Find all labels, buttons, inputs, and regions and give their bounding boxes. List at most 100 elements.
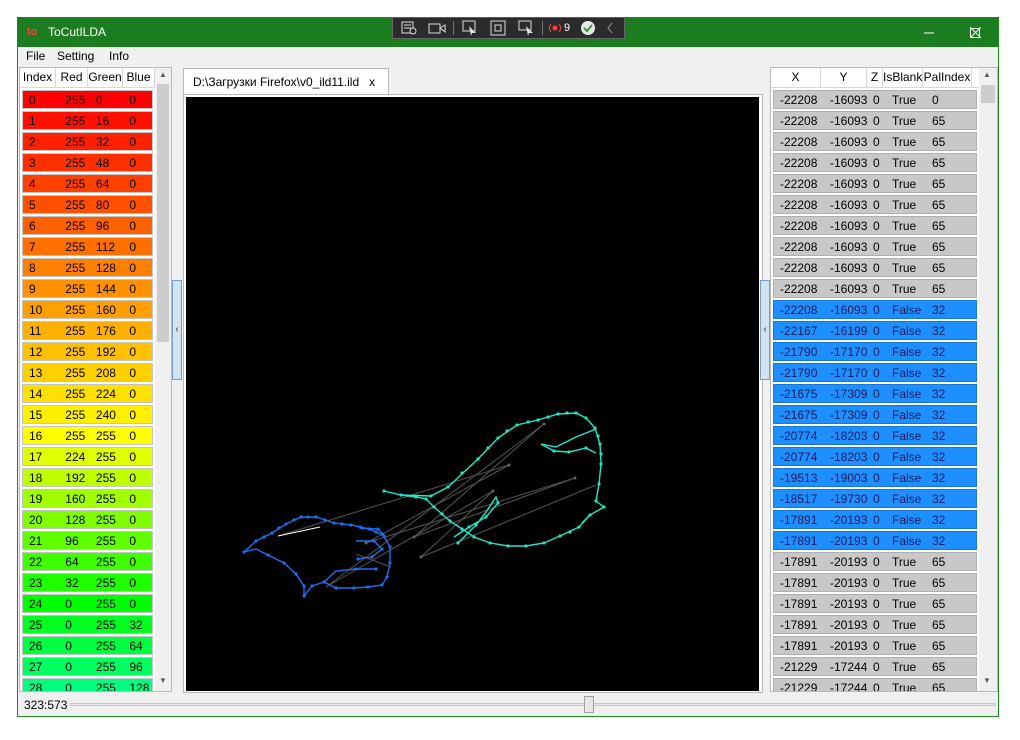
frame-slider-thumb[interactable] <box>584 696 594 713</box>
title-bar[interactable]: to ToCutILDA 9 <box>18 18 998 47</box>
point-row[interactable]: -22208 -16093 0 True 65 <box>773 237 977 256</box>
palette-row[interactable]: 11 255 176 0 <box>22 321 153 340</box>
palette-row[interactable]: 2 255 32 0 <box>22 132 153 151</box>
video-camera-icon[interactable] <box>425 19 449 38</box>
point-row[interactable]: -21675 -17309 0 False 32 <box>773 405 977 424</box>
column-header-y[interactable]: Y <box>821 68 867 88</box>
palette-row[interactable]: 15 255 240 0 <box>22 405 153 424</box>
point-row[interactable]: -17891 -20193 0 False 32 <box>773 531 977 550</box>
palette-row[interactable]: 25 0 255 32 <box>22 615 153 634</box>
palette-row[interactable]: 3 255 48 0 <box>22 153 153 172</box>
palette-row[interactable]: 23 32 255 0 <box>22 573 153 592</box>
palette-row[interactable]: 16 255 255 0 <box>22 426 153 445</box>
point-row[interactable]: -17891 -20193 0 False 32 <box>773 510 977 529</box>
point-row[interactable]: -22208 -16093 0 True 65 <box>773 174 977 193</box>
palette-row[interactable]: 6 255 96 0 <box>22 216 153 235</box>
column-header-palindex[interactable]: PalIndex <box>923 68 972 88</box>
column-header-x[interactable]: X <box>771 68 821 88</box>
menu-setting[interactable]: Setting <box>57 49 95 63</box>
capture-settings-icon[interactable] <box>397 19 421 38</box>
palette-row[interactable]: 8 255 128 0 <box>22 258 153 277</box>
palette-scrollbar[interactable]: ▲ ▼ <box>155 68 171 691</box>
point-row[interactable]: -22208 -16093 0 True 65 <box>773 153 977 172</box>
point-row[interactable]: -19513 -19003 0 False 32 <box>773 468 977 487</box>
palette-row[interactable]: 0 255 0 0 <box>22 90 153 109</box>
points-grid[interactable]: X Y Z IsBlank PalIndex -22208 -16093 0 True… <box>770 67 998 692</box>
palette-row[interactable]: 4 255 64 0 <box>22 174 153 193</box>
point-row[interactable]: -22208 -16093 0 True 0 <box>773 90 977 109</box>
left-panel-splitter[interactable]: ‹ <box>172 280 182 380</box>
recording-indicator[interactable]: 9 <box>547 19 570 38</box>
menu-info[interactable]: Info <box>109 49 130 63</box>
palette-row[interactable]: 21 96 255 0 <box>22 531 153 550</box>
palette-row[interactable]: 7 255 112 0 <box>22 237 153 256</box>
palette-row[interactable]: 14 255 224 0 <box>22 384 153 403</box>
point-row[interactable]: -17891 -20193 0 True 65 <box>773 615 977 634</box>
column-header-green[interactable]: Green <box>88 68 123 88</box>
point-row[interactable]: -22208 -16093 0 False 32 <box>773 300 977 319</box>
points-scroll-thumb[interactable] <box>981 85 995 103</box>
point-row[interactable]: -21229 -17244 0 True 65 <box>773 678 977 691</box>
check-circle-icon[interactable] <box>576 19 600 38</box>
column-header-isblank[interactable]: IsBlank <box>883 68 923 88</box>
point-row[interactable]: -18517 -19730 0 False 32 <box>773 489 977 508</box>
palette-row[interactable]: 10 255 160 0 <box>22 300 153 319</box>
point-row[interactable]: -20774 -18203 0 False 32 <box>773 426 977 445</box>
palette-scroll-thumb[interactable] <box>157 84 169 342</box>
palette-row[interactable]: 24 0 255 0 <box>22 594 153 613</box>
ild-preview-canvas[interactable] <box>186 97 759 691</box>
palette-row[interactable]: 17 224 255 0 <box>22 447 153 466</box>
palette-row[interactable]: 26 0 255 64 <box>22 636 153 655</box>
point-row[interactable]: -20774 -18203 0 False 32 <box>773 447 977 466</box>
palette-row[interactable]: 19 160 255 0 <box>22 489 153 508</box>
column-header-red[interactable]: Red <box>56 68 88 88</box>
point-row[interactable]: -22208 -16093 0 True 65 <box>773 258 977 277</box>
column-header-blue[interactable]: Blue <box>123 68 155 88</box>
scroll-down-icon[interactable]: ▼ <box>983 676 991 685</box>
select-window-icon[interactable] <box>486 19 510 38</box>
palette-row[interactable]: 22 64 255 0 <box>22 552 153 571</box>
point-row[interactable]: -21229 -17244 0 True 65 <box>773 657 977 676</box>
points-scrollbar[interactable]: ▲ ▼ <box>979 68 997 691</box>
right-panel-splitter[interactable]: ‹ <box>760 280 770 380</box>
maximize-button[interactable] <box>952 18 998 47</box>
palette-row[interactable]: 1 255 16 0 <box>22 111 153 130</box>
point-row[interactable]: -22208 -16093 0 True 65 <box>773 216 977 235</box>
point-row[interactable]: -17891 -20193 0 True 65 <box>773 573 977 592</box>
point-row[interactable]: -17891 -20193 0 True 65 <box>773 594 977 613</box>
palette-row[interactable]: 18 192 255 0 <box>22 468 153 487</box>
palette-row[interactable]: 27 0 255 96 <box>22 657 153 676</box>
tab-close-button[interactable]: x <box>369 74 376 89</box>
palette-row[interactable]: 12 255 192 0 <box>22 342 153 361</box>
palette-grid[interactable]: Index Red Green Blue 0 255 0 0 1 255 16 0 2 255 32… <box>19 67 172 692</box>
scroll-up-icon[interactable]: ▲ <box>983 70 991 79</box>
palette-row[interactable]: 9 255 144 0 <box>22 279 153 298</box>
frame-slider-track[interactable] <box>70 703 996 706</box>
point-row[interactable]: -17891 -20193 0 True 65 <box>773 636 977 655</box>
palette-row[interactable]: 28 0 255 128 <box>22 678 153 691</box>
close-window-button[interactable] <box>952 18 998 47</box>
palette-row[interactable]: 5 255 80 0 <box>22 195 153 214</box>
point-row[interactable]: -21790 -17170 0 False 32 <box>773 342 977 361</box>
palette-row[interactable]: 20 128 255 0 <box>22 510 153 529</box>
point-row[interactable]: -22208 -16093 0 True 65 <box>773 279 977 298</box>
collapse-chevron-icon[interactable] <box>604 19 616 38</box>
select-screen-icon[interactable] <box>514 19 538 38</box>
point-row[interactable]: -17891 -20193 0 True 65 <box>773 552 977 571</box>
point-row[interactable]: -21675 -17309 0 False 32 <box>773 384 977 403</box>
point-row[interactable]: -22208 -16093 0 True 65 <box>773 132 977 151</box>
menu-file[interactable]: File <box>26 49 46 63</box>
minimize-button[interactable] <box>906 18 952 47</box>
palette-cell-green: 16 <box>95 114 110 128</box>
point-row[interactable]: -21790 -17170 0 False 32 <box>773 363 977 382</box>
scroll-up-icon[interactable]: ▲ <box>159 70 167 79</box>
column-header-z[interactable]: Z <box>867 68 883 88</box>
select-region-icon[interactable] <box>458 19 482 38</box>
point-row[interactable]: -22208 -16093 0 True 65 <box>773 111 977 130</box>
point-row[interactable]: -22208 -16093 0 True 65 <box>773 195 977 214</box>
scroll-down-icon[interactable]: ▼ <box>159 676 167 685</box>
tab-file[interactable]: D:\Загрузки Firefox\v0_ild11.ild x <box>183 68 389 94</box>
column-header-index[interactable]: Index <box>20 68 56 88</box>
palette-row[interactable]: 13 255 208 0 <box>22 363 153 382</box>
point-row[interactable]: -22167 -16199 0 False 32 <box>773 321 977 340</box>
